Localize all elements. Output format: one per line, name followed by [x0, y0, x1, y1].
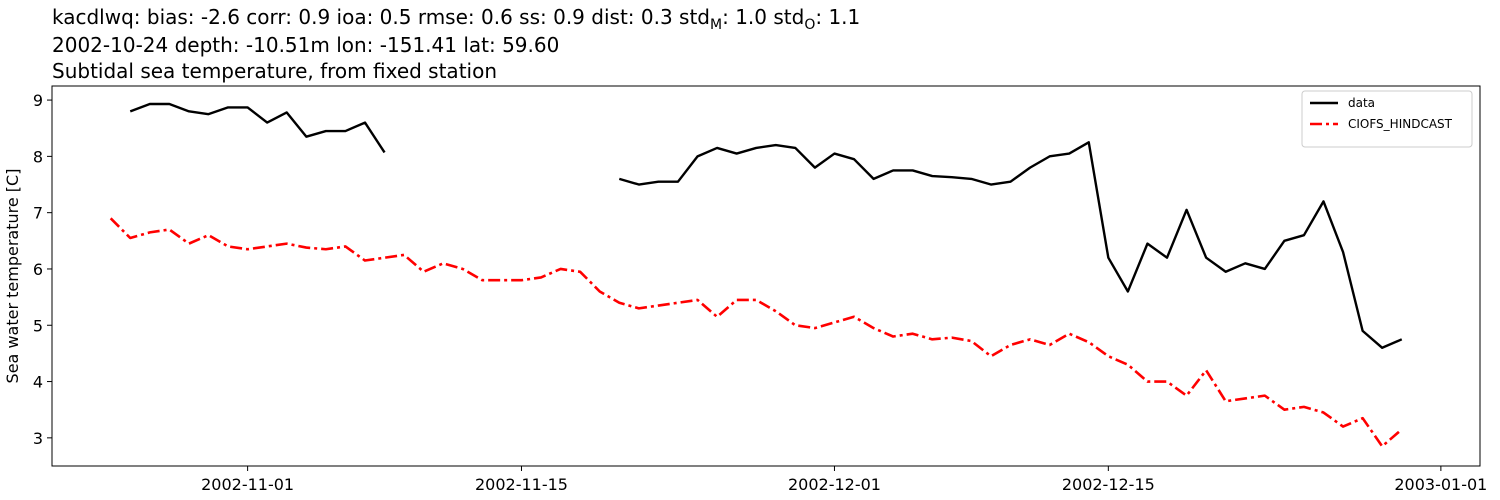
series-line: [129, 102, 1403, 349]
title-part: kacdlwq: bias: -2.6 corr: 0.9 ioa: 0.5 r…: [52, 5, 710, 29]
y-tick-label: 7: [33, 204, 43, 223]
y-tick-label: 4: [33, 373, 43, 392]
title-subscript: O: [804, 17, 815, 33]
y-tick-label: 6: [33, 260, 43, 279]
x-tick-label: 2002-11-01: [201, 475, 294, 494]
x-tick-label: 2002-12-01: [788, 475, 881, 494]
series-line: [109, 217, 1403, 448]
y-tick-label: 8: [33, 147, 43, 166]
legend-label: data: [1348, 96, 1375, 110]
x-tick-label: 2002-12-15: [1062, 475, 1155, 494]
y-tick-label: 3: [33, 429, 43, 448]
legend: data CIOFS_HINDCAST: [1301, 90, 1473, 148]
plot-frame: [51, 85, 1481, 467]
legend-label: CIOFS_HINDCAST: [1348, 117, 1453, 131]
chart-subtitle: 2002-10-24 depth: -10.51m lon: -151.41 l…: [52, 33, 559, 57]
y-tick-label: 5: [33, 316, 43, 335]
title-subscript: M: [710, 17, 722, 33]
x-tick-label: 2002-11-15: [475, 475, 568, 494]
title-part: : 1.0 std: [722, 5, 804, 29]
legend-box: [1301, 90, 1473, 148]
chart-subtitle: Subtidal sea temperature, from fixed sta…: [52, 59, 497, 83]
chart-title: kacdlwq: bias: -2.6 corr: 0.9 ioa: 0.5 r…: [52, 5, 860, 33]
title-part: : 1.1: [815, 5, 860, 29]
x-tick-label: 2003-01-01: [1394, 475, 1487, 494]
y-axis-label: Sea water temperature [C]: [3, 169, 22, 384]
y-tick-label: 9: [33, 91, 43, 110]
